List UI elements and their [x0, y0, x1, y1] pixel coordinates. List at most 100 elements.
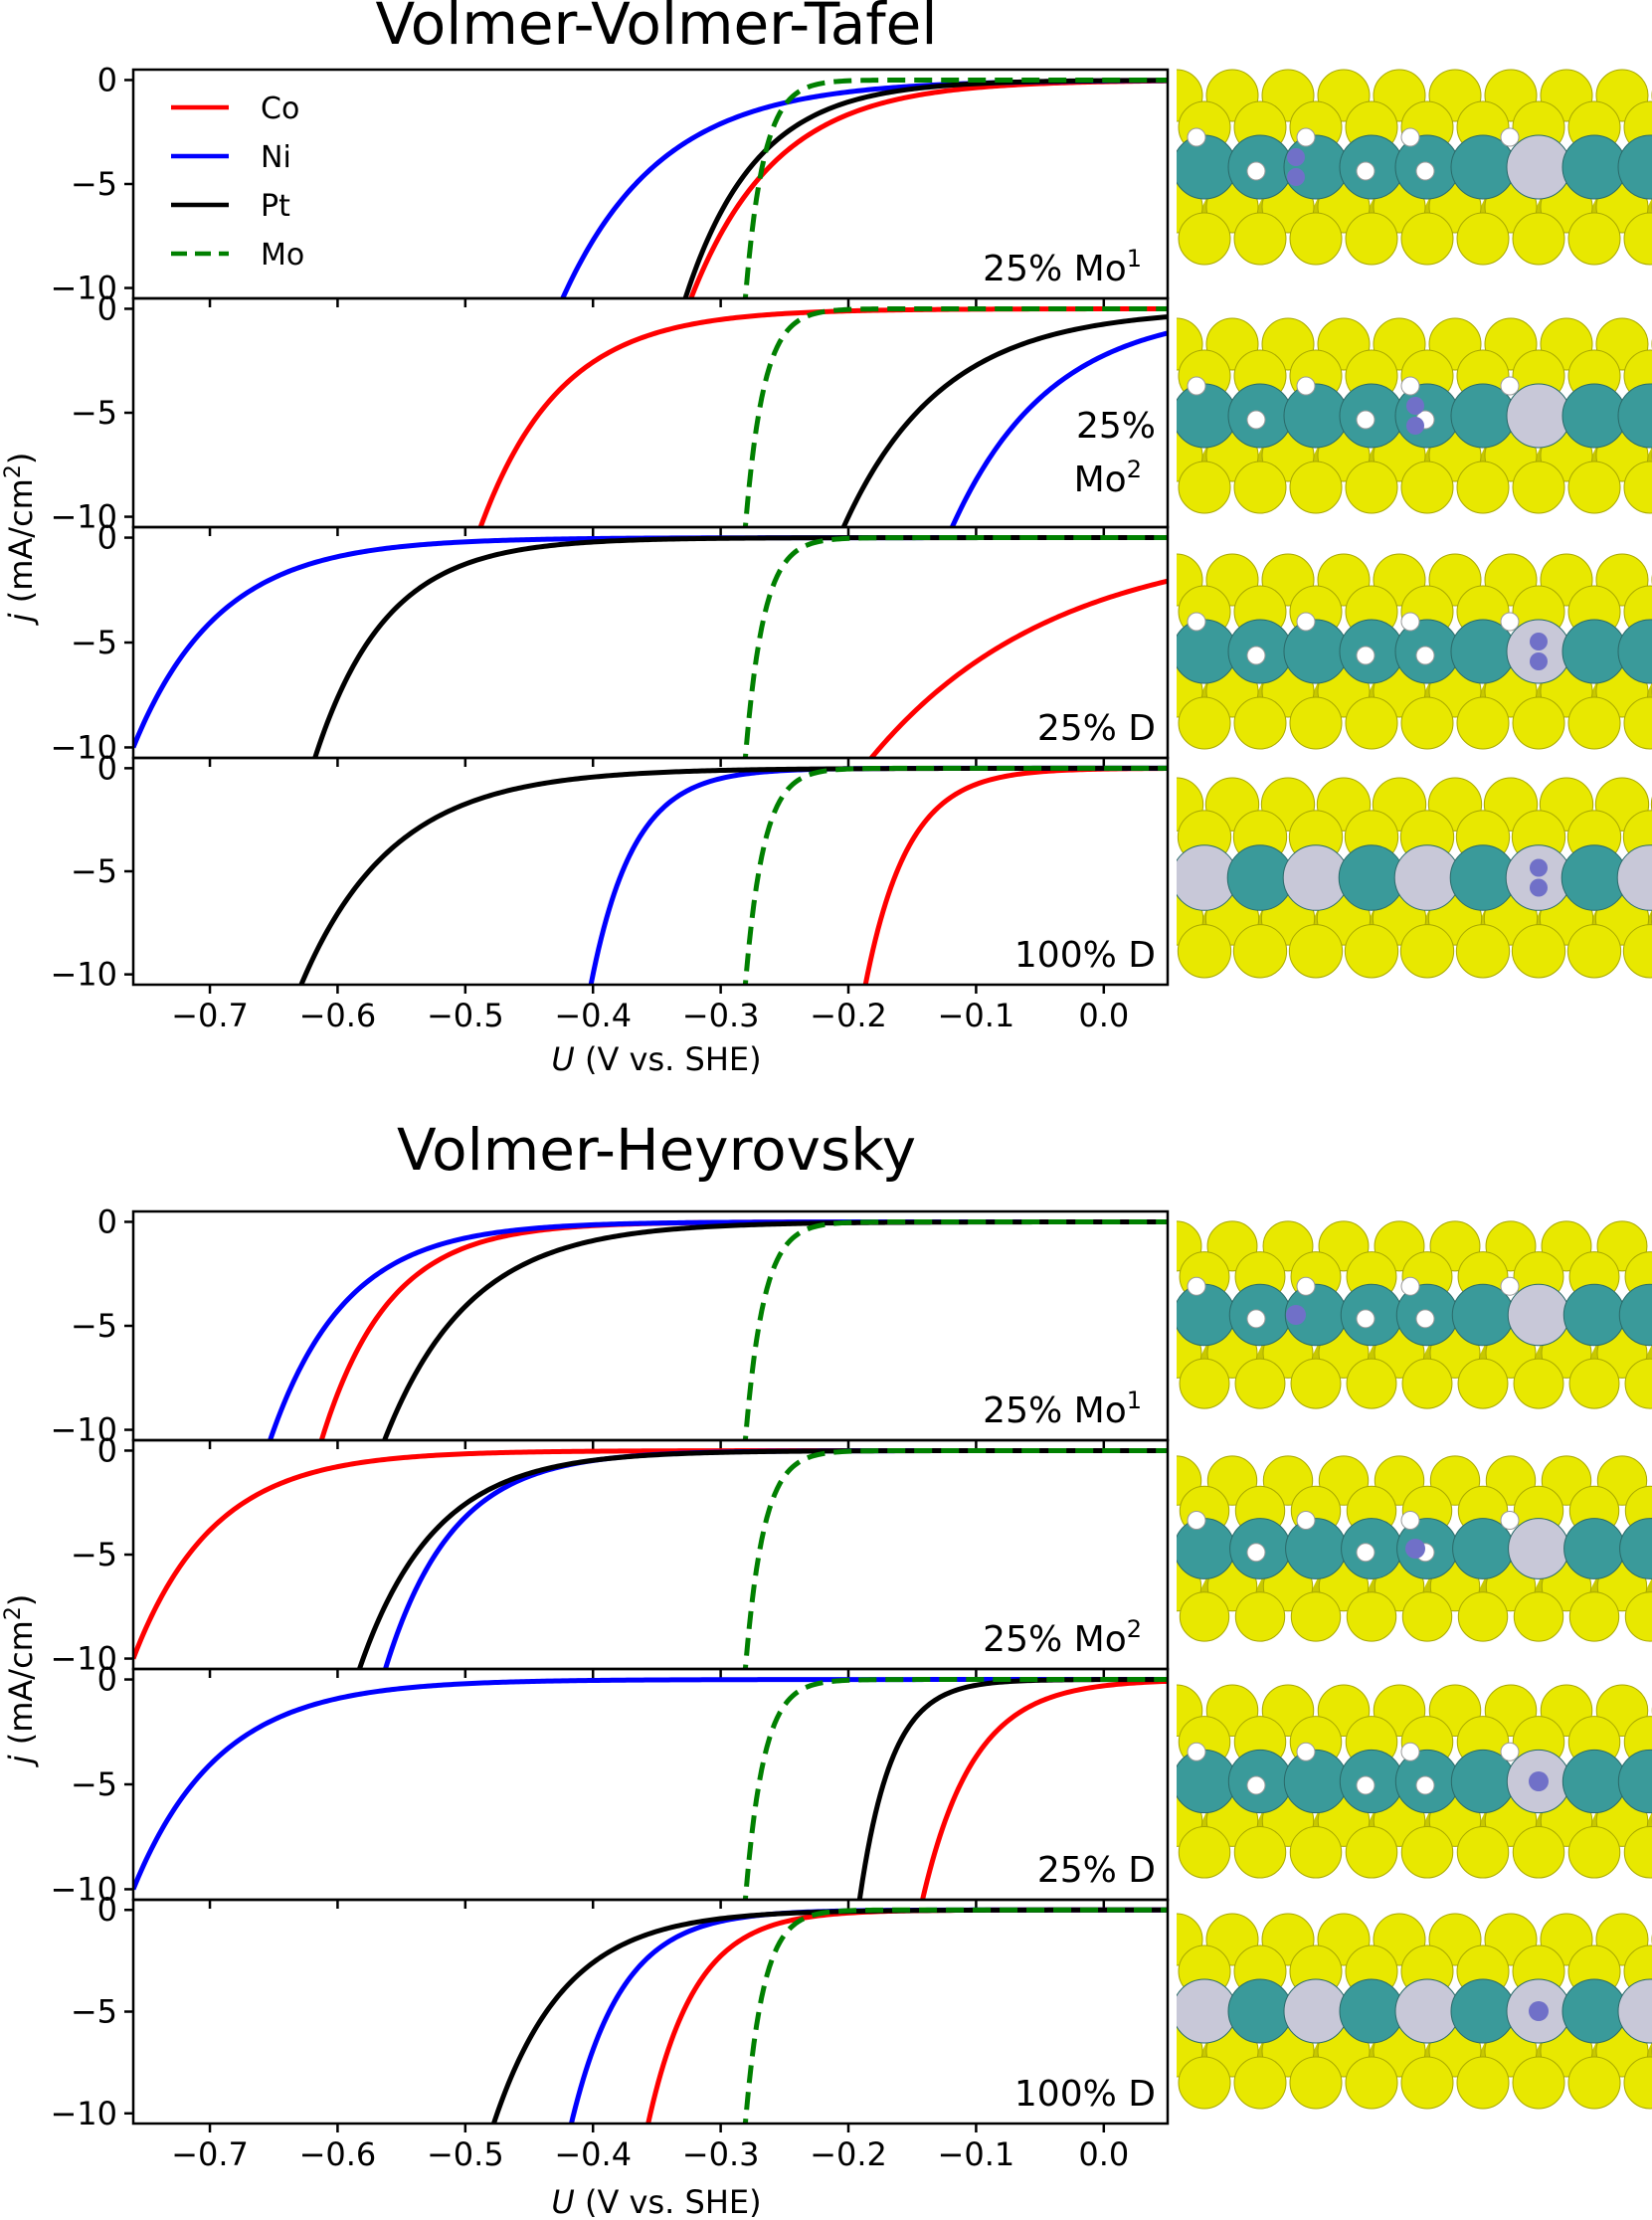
panel-annotation: 25% [1076, 406, 1156, 447]
y-tick-label: −5 [71, 852, 117, 890]
series-line-mo [742, 1218, 1168, 1440]
x-axis-label-top: U (V vs. SHE) [551, 1040, 761, 1078]
x-tick-label: −0.1 [938, 997, 1015, 1034]
structure-image-3 [1177, 777, 1652, 979]
panel-7: 0 −5 −10 −0.7 −0.6 −0.5 −0.4 −0.3 −0.2 −0.1 0.0 100… [50, 1891, 1170, 2173]
series-line-co [919, 1678, 1168, 1900]
series-lines [133, 535, 1168, 758]
structure-image-7 [1177, 1913, 1652, 2110]
x-tick-label: −0.7 [171, 2135, 249, 2173]
structure-image-6 [1177, 1684, 1652, 1879]
panel-annotation: 25% D [1037, 708, 1156, 749]
series-line-mo [742, 77, 1168, 298]
series-lines [477, 305, 1168, 527]
y-tick-label: −10 [50, 1411, 117, 1449]
legend: Co Ni Pt Mo [171, 92, 304, 273]
axes-frame [131, 756, 1170, 987]
series-line-co [862, 766, 1168, 985]
y-tick-label: −10 [50, 498, 117, 536]
y-tick-label: 0 [97, 1202, 117, 1240]
series-line-ni [133, 535, 1168, 749]
series-line-co [688, 78, 1168, 298]
section-title-vvt: Volmer-Volmer-Tafel [376, 0, 938, 58]
structure-image-1 [1177, 317, 1652, 514]
legend-label-mo: Mo [261, 238, 304, 273]
y-tick-label: −5 [71, 1993, 117, 2031]
structure-image-4 [1177, 1220, 1652, 1409]
x-tick-label: −0.2 [810, 997, 887, 1034]
y-tick-label: −5 [71, 1307, 117, 1345]
x-tick-label: −0.1 [938, 2135, 1015, 2173]
x-tick-label: −0.4 [554, 997, 632, 1034]
series-line-pt [490, 1907, 1168, 2124]
x-tick-label: −0.6 [299, 2135, 377, 2173]
plot-panels: 0 −5 −10 25% Mo1 0 −5 −10 25% Mo2 0 −5 −10 25% D 0 −5 −… [50, 61, 1170, 2173]
x-tick-label: −0.5 [427, 997, 504, 1034]
panel-5: 0 −5 −10 25% Mo2 [50, 1431, 1170, 1678]
y-axis-label-bottom: j (mA/cm2) [1, 1594, 40, 1768]
x-tick-label: 0.0 [1078, 997, 1129, 1034]
panel-4: 0 −5 −10 25% Mo1 [50, 1202, 1170, 1449]
section-title-vh: Volmer-Heyrovsky [397, 1116, 916, 1184]
x-tick-label: −0.3 [682, 2135, 760, 2173]
y-tick-label: −5 [71, 394, 117, 432]
panel-annotation: 100% D [1014, 935, 1156, 976]
legend-label-ni: Ni [261, 140, 291, 175]
y-tick-label: 0 [97, 519, 117, 557]
x-tick-label: −0.2 [810, 2135, 887, 2173]
series-lines [133, 1447, 1168, 1669]
panel-3: 0 −5 −10 −0.7 −0.6 −0.5 −0.4 −0.3 −0.2 −0.1 0.0 100… [50, 749, 1170, 1034]
series-line-mo [742, 305, 1168, 527]
series-lines [490, 1907, 1168, 2124]
panel-annotation: 25% Mo1 [983, 1387, 1142, 1431]
y-tick-label: 0 [97, 289, 117, 327]
y-tick-label: 0 [97, 1431, 117, 1469]
panel-2: 0 −5 −10 25% D [50, 519, 1170, 767]
y-axis-label-top: j (mA/cm2) [1, 453, 40, 627]
axes-frame [131, 525, 1170, 760]
panel-6: 0 −5 −10 25% D [50, 1661, 1170, 1909]
y-tick-label: −10 [50, 1870, 117, 1908]
y-tick-label: 0 [97, 1661, 117, 1699]
y-tick-label: −5 [71, 1765, 117, 1803]
y-tick-label: 0 [97, 749, 117, 787]
series-line-pt [840, 314, 1168, 527]
series-line-co [867, 578, 1168, 758]
series-line-ni [588, 765, 1168, 985]
structure-images [1177, 69, 1652, 2110]
panel-annotation: 100% D [1014, 2074, 1156, 2115]
y-tick-label: −5 [71, 1536, 117, 1573]
x-tick-label: −0.5 [427, 2135, 504, 2173]
y-tick-label: −5 [71, 624, 117, 661]
y-tick-label: −10 [50, 728, 117, 766]
series-line-pt [682, 78, 1168, 298]
series-lines [267, 1218, 1168, 1440]
y-tick-label: −10 [50, 270, 117, 307]
panel-annotation: 25% Mo2 [983, 1615, 1142, 1660]
legend-label-pt: Pt [261, 189, 290, 224]
panel-annotation: 25% D [1037, 1850, 1156, 1891]
x-tick-label: 0.0 [1078, 2135, 1129, 2173]
x-tick-label: −0.6 [299, 997, 377, 1034]
series-line-pt [298, 765, 1168, 985]
x-axis-label-bottom: U (V vs. SHE) [551, 2183, 761, 2220]
series-line-mo [742, 765, 1168, 985]
series-line-mo [742, 1677, 1168, 1900]
x-tick-label: −0.3 [682, 997, 760, 1034]
series-line-ni [949, 330, 1168, 527]
panel-1: 0 −5 −10 25% Mo2 [50, 289, 1170, 536]
axes-frame [131, 1667, 1170, 1902]
panel-annotation: 25% Mo1 [983, 245, 1142, 289]
series-lines [559, 77, 1168, 298]
structure-image-2 [1177, 553, 1652, 750]
y-tick-label: −5 [71, 165, 117, 203]
series-line-mo [742, 1447, 1168, 1669]
y-tick-label: −10 [50, 1640, 117, 1678]
series-line-co [645, 1907, 1168, 2124]
y-tick-label: −10 [50, 2095, 117, 2132]
series-line-ni [133, 1677, 1168, 1891]
panel-annotation-line2: Mo2 [1074, 456, 1142, 500]
legend-label-co: Co [261, 92, 299, 126]
y-tick-label: −10 [50, 956, 117, 994]
